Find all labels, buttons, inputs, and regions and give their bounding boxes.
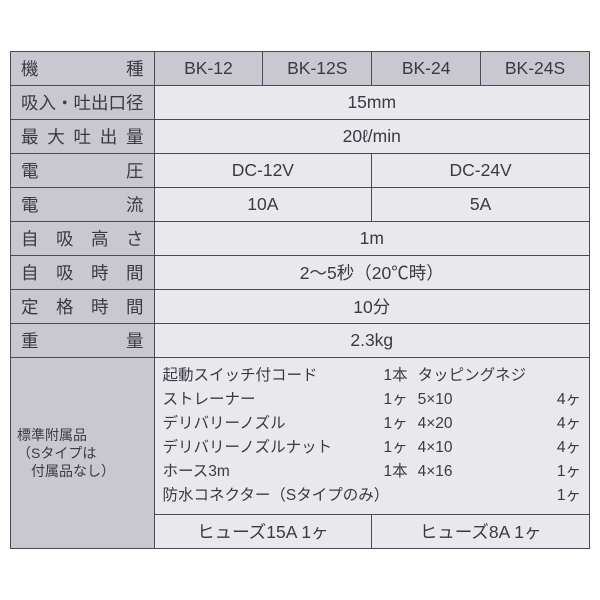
value-current-12: 10A xyxy=(154,187,372,221)
row-accessories: 標準附属品 （Sタイプは 付属品なし） 起動スイッチ付コード1本タッピングネジス… xyxy=(11,357,590,514)
spec-table: 機 種 BK-12 BK-12S BK-24 BK-24S 吸入・吐出口径 15… xyxy=(10,51,590,549)
header-bk12s: BK-12S xyxy=(263,51,372,85)
acc-right-item: タッピングネジ xyxy=(418,364,581,388)
acc-left-item: デリバリーノズルナット1ヶ xyxy=(163,436,408,460)
value-rated: 10分 xyxy=(154,289,590,323)
acc-left-item: 起動スイッチ付コード1本 xyxy=(163,364,408,388)
label-voltage: 電 圧 xyxy=(11,153,155,187)
row-rated: 定格時間 10分 xyxy=(11,289,590,323)
acc-full-item: 防水コネクター（Sタイプのみ）1ヶ xyxy=(163,484,581,508)
label-rated: 定格時間 xyxy=(11,289,155,323)
value-voltage-12: DC-12V xyxy=(154,153,372,187)
acc-right-item: 5×104ヶ xyxy=(418,388,581,412)
accessories-label-text: 標準附属品 xyxy=(17,427,87,443)
header-bk12: BK-12 xyxy=(154,51,263,85)
value-suction-t: 2～5秒（20℃時） xyxy=(154,255,590,289)
row-flow: 最大吐出量 20ℓ/min xyxy=(11,119,590,153)
value-weight: 2.3kg xyxy=(154,323,590,357)
row-current: 電 流 10A 5A xyxy=(11,187,590,221)
row-port: 吸入・吐出口径 15mm xyxy=(11,85,590,119)
value-port: 15mm xyxy=(154,85,590,119)
value-voltage-24: DC-24V xyxy=(372,153,590,187)
acc-right-item: 4×204ヶ xyxy=(418,412,581,436)
acc-right-item: 4×104ヶ xyxy=(418,436,581,460)
value-suction-h: 1m xyxy=(154,221,590,255)
row-suction-h: 自吸高さ 1m xyxy=(11,221,590,255)
header-row: 機 種 BK-12 BK-12S BK-24 BK-24S xyxy=(11,51,590,85)
label-accessories: 標準附属品 （Sタイプは 付属品なし） xyxy=(11,357,155,548)
acc-left-item: ホース3m1本 xyxy=(163,460,408,484)
value-current-24: 5A xyxy=(372,187,590,221)
label-port: 吸入・吐出口径 xyxy=(11,85,155,119)
header-bk24s: BK-24S xyxy=(481,51,590,85)
header-model-label: 機 種 xyxy=(11,51,155,85)
accessories-list: 起動スイッチ付コード1本タッピングネジストレーナー1ヶ 5×104ヶデリバリーノズ… xyxy=(154,357,590,514)
accessories-sublabel-text: （Sタイプは 付属品なし） xyxy=(17,445,115,479)
fuse-12: ヒューズ15A 1ヶ xyxy=(154,515,372,549)
label-weight: 重 量 xyxy=(11,323,155,357)
label-current: 電 流 xyxy=(11,187,155,221)
row-weight: 重 量 2.3kg xyxy=(11,323,590,357)
acc-left-item: ストレーナー1ヶ xyxy=(163,388,408,412)
row-suction-t: 自吸時間 2～5秒（20℃時） xyxy=(11,255,590,289)
row-voltage: 電 圧 DC-12V DC-24V xyxy=(11,153,590,187)
value-flow: 20ℓ/min xyxy=(154,119,590,153)
label-suction-t: 自吸時間 xyxy=(11,255,155,289)
acc-left-item: デリバリーノズル1ヶ xyxy=(163,412,408,436)
label-suction-h: 自吸高さ xyxy=(11,221,155,255)
acc-right-item: 4×161ヶ xyxy=(418,460,581,484)
header-bk24: BK-24 xyxy=(372,51,481,85)
fuse-24: ヒューズ8A 1ヶ xyxy=(372,515,590,549)
label-flow: 最大吐出量 xyxy=(11,119,155,153)
